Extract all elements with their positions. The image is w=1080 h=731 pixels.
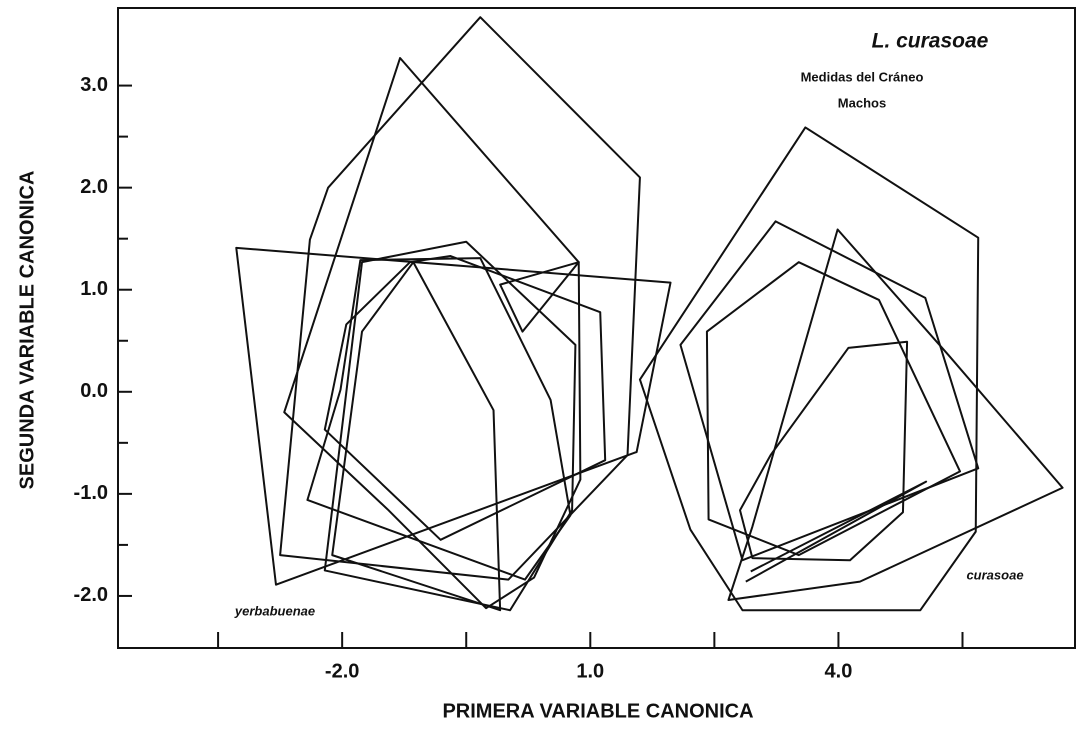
hull-polygon [283, 57, 582, 610]
y-tick-label: 1.0 [80, 278, 108, 300]
annotation: curasoae [966, 567, 1023, 582]
hull-polygon [638, 126, 980, 612]
annotation: yerbabuenae [234, 603, 315, 618]
hull-polygon [306, 257, 572, 581]
y-tick-label: 2.0 [80, 176, 108, 198]
x-tick-label: -2.0 [325, 660, 359, 682]
hull-polygon [745, 480, 928, 583]
y-tick-label: -1.0 [74, 482, 108, 504]
y-axis-label: SEGUNDA VARIABLE CANONICA [16, 171, 38, 490]
y-tick-label: 0.0 [80, 380, 108, 402]
hull-polygon [727, 228, 1064, 602]
plot-frame [117, 7, 1076, 649]
hull-polygon [323, 240, 577, 612]
subtitle: Machos [838, 95, 886, 110]
hull-polygon [279, 16, 641, 581]
hull-polygon [705, 261, 962, 557]
hull-polygon [739, 340, 909, 562]
hull-polygon [499, 261, 580, 333]
hull-polygon [235, 246, 672, 586]
hull-polygon [323, 255, 607, 541]
hull-polygon [331, 261, 502, 612]
subtitle: Medidas del Cráneo [801, 69, 924, 84]
x-axis-label: PRIMERA VARIABLE CANONICA [442, 700, 753, 722]
x-tick-label: 4.0 [825, 660, 853, 682]
hull-polygon [679, 220, 980, 562]
y-tick-label: -2.0 [74, 584, 108, 606]
y-tick-label: 3.0 [80, 74, 108, 96]
chart-title: L. curasoae [872, 30, 989, 53]
x-tick-label: 1.0 [576, 660, 604, 682]
